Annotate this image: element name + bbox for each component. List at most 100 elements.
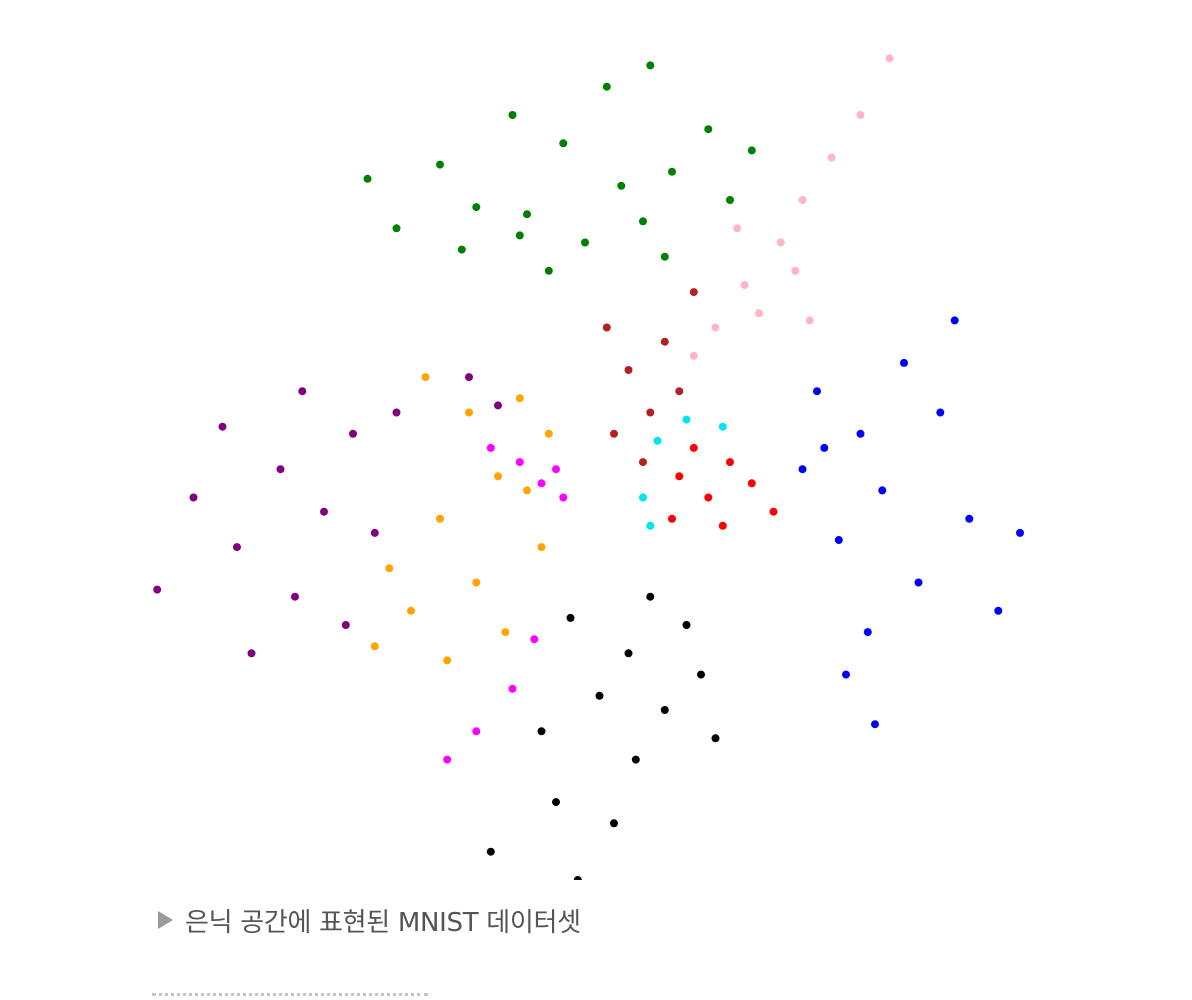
data-point (718, 422, 727, 431)
data-point (631, 755, 640, 764)
data-point (392, 224, 401, 233)
data-point (370, 642, 379, 651)
data-point (697, 670, 705, 679)
data-point (711, 323, 720, 332)
series-4 (153, 373, 502, 658)
data-point (668, 514, 676, 523)
data-point (646, 521, 655, 530)
data-point (624, 366, 633, 374)
data-point (537, 727, 546, 736)
series-9 (639, 415, 727, 530)
data-point (436, 514, 444, 523)
data-point (900, 358, 908, 367)
data-point (247, 649, 256, 658)
data-point (646, 408, 655, 417)
data-point (610, 429, 618, 438)
data-point (776, 238, 785, 247)
series-10 (486, 592, 720, 880)
data-point (682, 415, 691, 424)
data-point (660, 337, 669, 346)
data-point (747, 146, 756, 155)
data-point (755, 309, 763, 318)
data-point (486, 443, 495, 452)
data-point (508, 111, 517, 119)
data-point (827, 153, 836, 162)
data-point (704, 493, 713, 502)
data-point (385, 564, 394, 573)
data-point (660, 252, 669, 261)
data-point (544, 266, 553, 275)
data-point (704, 125, 713, 134)
data-point (675, 472, 684, 481)
series-3 (798, 316, 1024, 729)
data-point (798, 465, 807, 474)
data-point (639, 217, 647, 226)
series-6 (443, 443, 568, 764)
data-point (515, 458, 524, 467)
data-point (559, 493, 568, 502)
data-point (566, 613, 575, 622)
data-point (646, 61, 655, 70)
latent-space-scatter-plot (153, 54, 1024, 880)
data-point (544, 429, 553, 438)
data-point (856, 429, 865, 438)
data-point (559, 139, 568, 148)
data-point (885, 54, 894, 63)
data-point (871, 720, 879, 729)
data-point (552, 798, 560, 807)
data-point (769, 507, 778, 516)
data-point (602, 82, 611, 91)
data-point (457, 245, 466, 254)
data-point (653, 436, 662, 445)
data-point (472, 203, 481, 212)
data-point (689, 351, 698, 360)
dotted-divider (152, 993, 428, 996)
data-point (813, 387, 821, 396)
data-point (682, 621, 691, 629)
data-point (798, 196, 807, 204)
data-point (494, 401, 502, 410)
triangle-right-icon (158, 911, 173, 929)
data-point (740, 281, 749, 289)
data-point (668, 167, 676, 176)
data-point (443, 755, 452, 764)
data-point (617, 181, 626, 190)
figure-caption: 은닉 공간에 표현된 MNIST 데이터셋 (158, 898, 581, 942)
data-point (856, 111, 865, 119)
data-point (515, 231, 524, 240)
data-point (994, 606, 1003, 615)
data-point (646, 592, 655, 601)
data-point (392, 408, 401, 417)
data-point (639, 458, 647, 467)
data-point (515, 394, 524, 403)
series-8 (668, 443, 778, 530)
data-point (733, 224, 742, 233)
data-point (472, 727, 481, 736)
caption-text: 은닉 공간에 표현된 MNIST 데이터셋 (185, 907, 581, 938)
data-point (218, 422, 227, 431)
data-point (726, 196, 734, 204)
data-point (1016, 528, 1024, 537)
data-point (341, 621, 350, 629)
data-point (537, 543, 546, 552)
data-point (530, 635, 539, 644)
data-point (595, 691, 604, 700)
data-point (726, 458, 734, 467)
data-point (443, 656, 452, 665)
data-point (298, 387, 307, 396)
data-point (689, 443, 698, 452)
data-point (718, 521, 727, 530)
data-point (153, 585, 162, 594)
data-point (878, 486, 887, 495)
data-point (537, 479, 546, 488)
data-point (834, 536, 843, 544)
data-point (675, 387, 684, 396)
data-point (508, 684, 517, 693)
data-point (320, 507, 328, 516)
data-point (465, 408, 473, 417)
data-point (950, 316, 959, 325)
data-point (363, 174, 372, 183)
series-5 (370, 373, 553, 665)
data-point (370, 528, 379, 537)
data-point (820, 443, 829, 452)
